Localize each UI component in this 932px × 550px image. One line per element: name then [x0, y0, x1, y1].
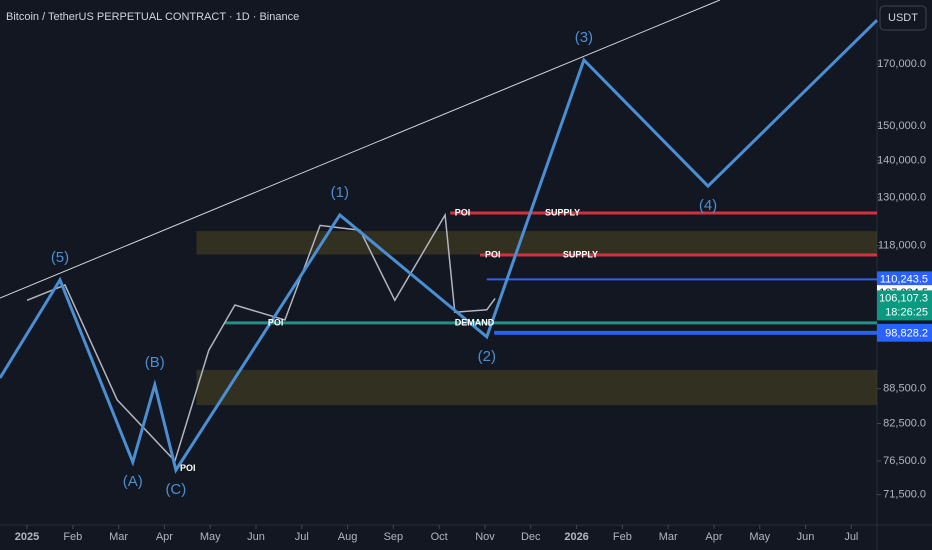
annotation: SUPPLY [563, 249, 598, 259]
annotation: POI [455, 207, 471, 217]
x-tick-label: Jun [247, 531, 265, 543]
price-tag [877, 290, 932, 321]
y-tick-label: 76,500.0 [883, 455, 926, 467]
price-tag [877, 271, 932, 288]
wave-label: (A) [123, 473, 143, 490]
annotation: POI [180, 463, 196, 473]
x-tick-label: Jul [295, 531, 309, 543]
price-tag [877, 325, 932, 342]
annotation: POI [485, 249, 501, 259]
x-tick-label: Apr [705, 531, 722, 543]
wave-label: (1) [331, 184, 349, 201]
wave-label: (4) [699, 197, 717, 214]
x-tick-label: May [200, 531, 221, 543]
annotation: SUPPLY [545, 207, 580, 217]
chart-title: Bitcoin / TetherUS PERPETUAL CONTRACT · … [6, 11, 299, 23]
wave-label: (C) [165, 481, 186, 498]
wave-label: (3) [575, 29, 593, 46]
x-tick-label: Feb [613, 531, 632, 543]
y-tick-label: 150,000.0 [877, 120, 926, 132]
x-tick-label: 2026 [564, 531, 588, 543]
price-tag-countdown: 18:26:25 [885, 306, 928, 318]
price-tag-label: 98,828.2 [885, 328, 928, 340]
y-tick-label: 130,000.0 [877, 191, 926, 203]
x-tick-label: Mar [109, 531, 128, 543]
series-line [0, 0, 721, 299]
x-tick-label: Apr [156, 531, 173, 543]
x-tick-label: Jun [797, 531, 815, 543]
x-tick-label: Aug [338, 531, 358, 543]
x-tick-label: Oct [431, 531, 448, 543]
price-tag-label: 106,107.3 [879, 292, 928, 304]
zone [196, 231, 878, 255]
y-tick-label: 170,000.0 [877, 58, 926, 70]
y-tick-label: 88,500.0 [883, 382, 926, 394]
series-line [0, 19, 879, 474]
y-tick-label: 140,000.0 [877, 155, 926, 167]
y-tick-label: 82,500.0 [883, 417, 926, 429]
x-tick-label: 2025 [15, 531, 39, 543]
wave-label: (5) [51, 249, 69, 266]
currency-label[interactable]: USDT [888, 12, 918, 24]
x-tick-label: Jul [844, 531, 858, 543]
y-tick-label: 118,000.0 [878, 239, 926, 251]
zone [196, 369, 878, 406]
x-tick-label: Dec [521, 531, 541, 543]
x-tick-label: May [749, 531, 770, 543]
x-tick-label: Feb [63, 531, 82, 543]
wave-label: (B) [145, 354, 165, 371]
x-tick-label: Sep [384, 531, 404, 543]
price-tag-label: 110,243.5 [880, 273, 928, 285]
plot-area: (5) (A) (B) (C) (1) (2) (3) (4) POI SUPPLY POI SUPP… [0, 0, 879, 498]
x-tick-label: Mar [659, 531, 678, 543]
currency-button[interactable] [879, 5, 927, 31]
x-tick-label: Nov [475, 531, 495, 543]
annotation: POI [268, 317, 284, 327]
y-tick-label: 71,500.0 [883, 489, 926, 501]
annotation: DEMAND [455, 317, 495, 327]
wave-label: (2) [478, 348, 496, 365]
